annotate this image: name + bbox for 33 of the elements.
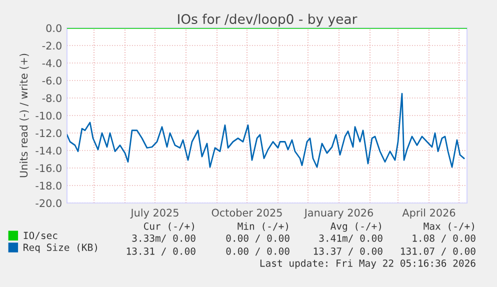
x-tick-label: January 2026 [304,208,373,219]
y-tick-label: -10.0 [36,112,62,120]
text: Min (-/+) [238,222,288,231]
text: 3.41m/ 0.00 [319,234,382,243]
y-tick-label: -14.0 [36,146,62,155]
text: 13.37 / 0.00 [314,247,382,256]
legend-label: Req Size (KB) [24,244,97,253]
text: Last update: Fri May 22 05:16:36 2026 [260,259,476,269]
x-tick-label: April 2026 [402,208,456,219]
text: 131.07 / 0.00 [401,247,476,256]
text: 0.00 / 0.00 [226,247,290,256]
y-tick-label: -8.0 [42,94,62,102]
y-tick-label: -6.0 [42,76,62,85]
y-tick-label: -16.0 [36,164,62,172]
y-tick-label: 0.0 [46,24,62,32]
y-tick-label: -18.0 [36,182,62,190]
y-axis-title: Units read (-) / write (+) [20,54,29,178]
y-tick-label: -2.0 [42,42,62,50]
line-series [67,92,465,168]
text: Avg (-/+) [330,222,381,232]
x-tick-label: October 2025 [212,208,282,217]
legend-label: IO/sec [24,232,58,240]
y-tick-label: -20.0 [36,199,62,208]
chart-title: IOs for /dev/loop0 - by year [178,14,358,27]
text: 0.00 / 0.00 [226,234,290,243]
x-tick-label: July 2025 [130,208,178,219]
text: 1.08 / 0.00 [412,234,476,243]
text: 3.33m/ 0.00 [132,234,196,243]
text: Max (-/+) [424,222,474,231]
text: Cur (-/+) [144,222,194,231]
y-tick-label: -12.0 [36,129,62,138]
y-tick-label: -4.0 [42,59,62,68]
text: 13.31 / 0.00 [126,247,196,256]
